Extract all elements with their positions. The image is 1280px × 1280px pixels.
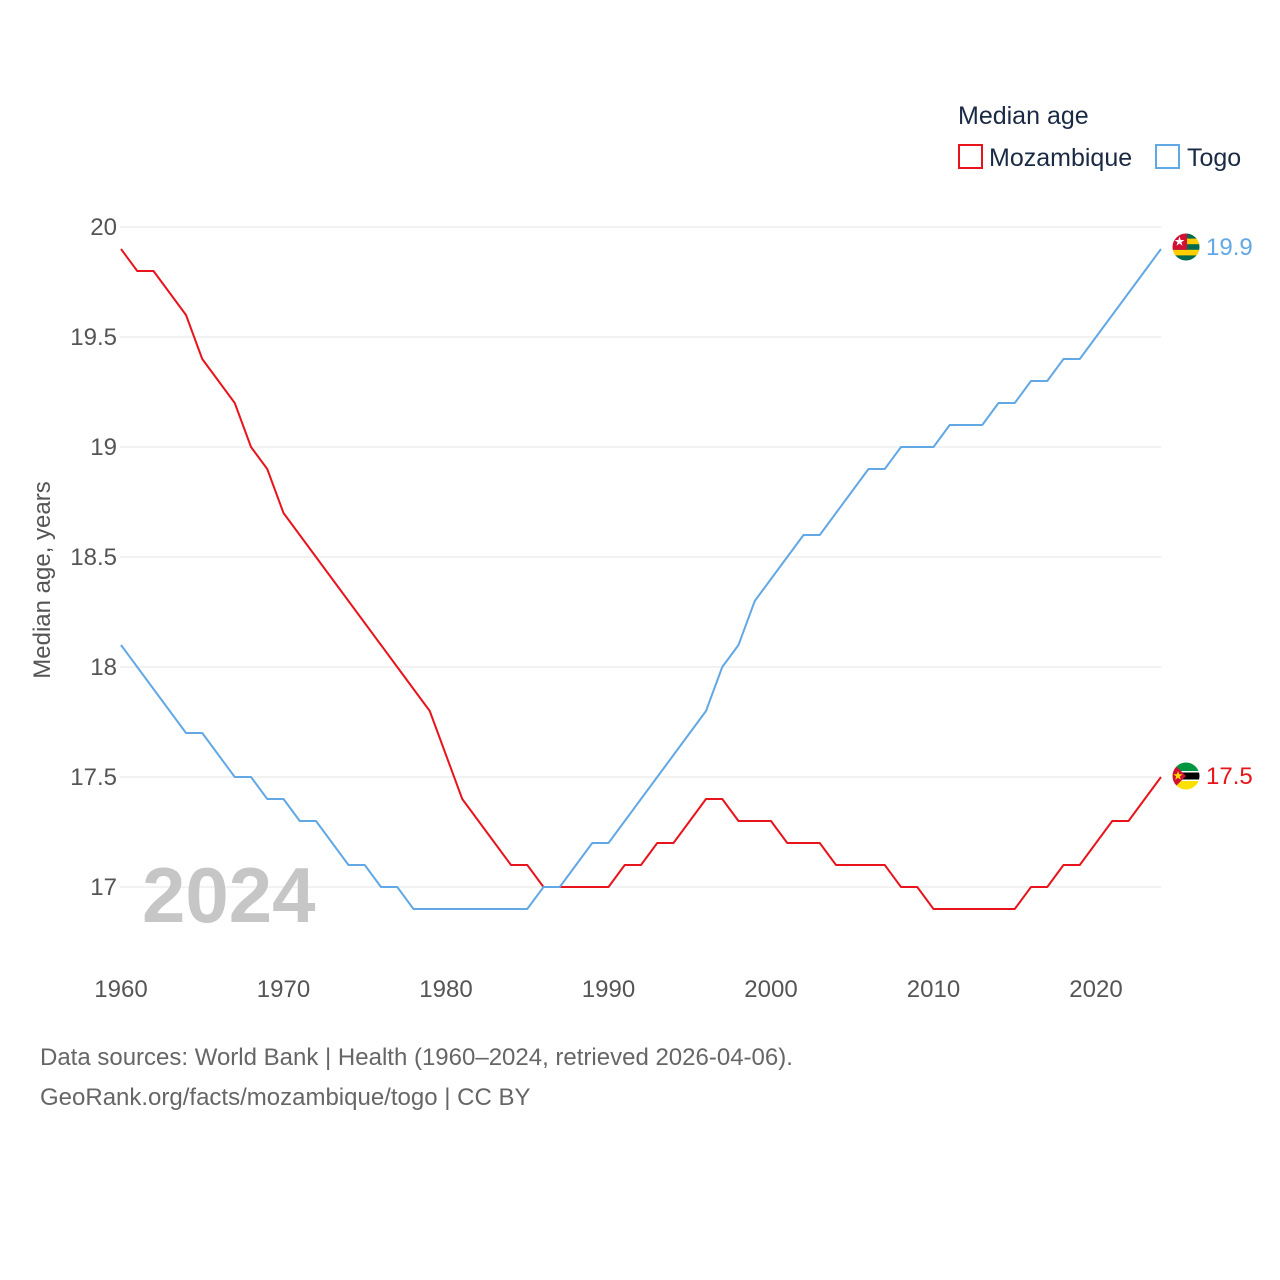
- togo-flag-icon: [1171, 232, 1201, 262]
- legend-label-togo: Togo: [1187, 144, 1241, 172]
- x-tick-label: 2020: [1069, 976, 1122, 1003]
- y-tick-label: 17.5: [70, 764, 117, 791]
- y-tick-label: 19.5: [70, 324, 117, 351]
- series-line-togo[interactable]: [120, 248, 1162, 910]
- x-tick-label: 1960: [94, 976, 147, 1003]
- series-lines: [120, 248, 1162, 910]
- y-axis-ticks: 17 17.5 18 18.5 19 19.5 20: [70, 214, 117, 901]
- legend-label-mozambique: Mozambique: [989, 144, 1132, 172]
- y-axis-label: Median age, years: [29, 481, 56, 678]
- x-tick-label: 2010: [907, 976, 960, 1003]
- legend: Median age Mozambique Togo: [958, 102, 1241, 172]
- mozambique-end-label: 17.5: [1206, 763, 1253, 790]
- x-tick-label: 1980: [419, 976, 472, 1003]
- year-watermark: 2024: [142, 851, 316, 939]
- x-tick-label: 1990: [582, 976, 635, 1003]
- legend-item-mozambique[interactable]: Mozambique: [958, 144, 1132, 172]
- y-tick-label: 18.5: [70, 544, 117, 571]
- legend-swatch-togo: [1155, 144, 1180, 169]
- mozambique-flag-icon: [1171, 761, 1201, 791]
- legend-swatch-mozambique: [958, 144, 983, 169]
- legend-title: Median age: [958, 102, 1089, 130]
- y-tick-label: 18: [90, 654, 117, 681]
- legend-item-togo[interactable]: Togo: [1155, 144, 1241, 172]
- series-line-mozambique[interactable]: [120, 248, 1162, 910]
- x-tick-label: 2000: [744, 976, 797, 1003]
- x-tick-label: 1970: [257, 976, 310, 1003]
- footer-sources: Data sources: World Bank | Health (1960–…: [40, 1044, 793, 1071]
- median-age-chart: Median age Mozambique Togo 1717.51818.51…: [29, 102, 1253, 1003]
- y-tick-label: 20: [90, 214, 117, 241]
- y-tick-label: 17: [90, 874, 117, 901]
- x-axis-ticks: 1960 1970 1980 1990 2000 2010 2020: [94, 976, 1122, 1003]
- togo-end-label: 19.9: [1206, 234, 1253, 261]
- y-tick-label: 19: [90, 434, 117, 461]
- footer-attribution: GeoRank.org/facts/mozambique/togo | CC B…: [40, 1084, 531, 1111]
- gridlines: [120, 226, 1161, 888]
